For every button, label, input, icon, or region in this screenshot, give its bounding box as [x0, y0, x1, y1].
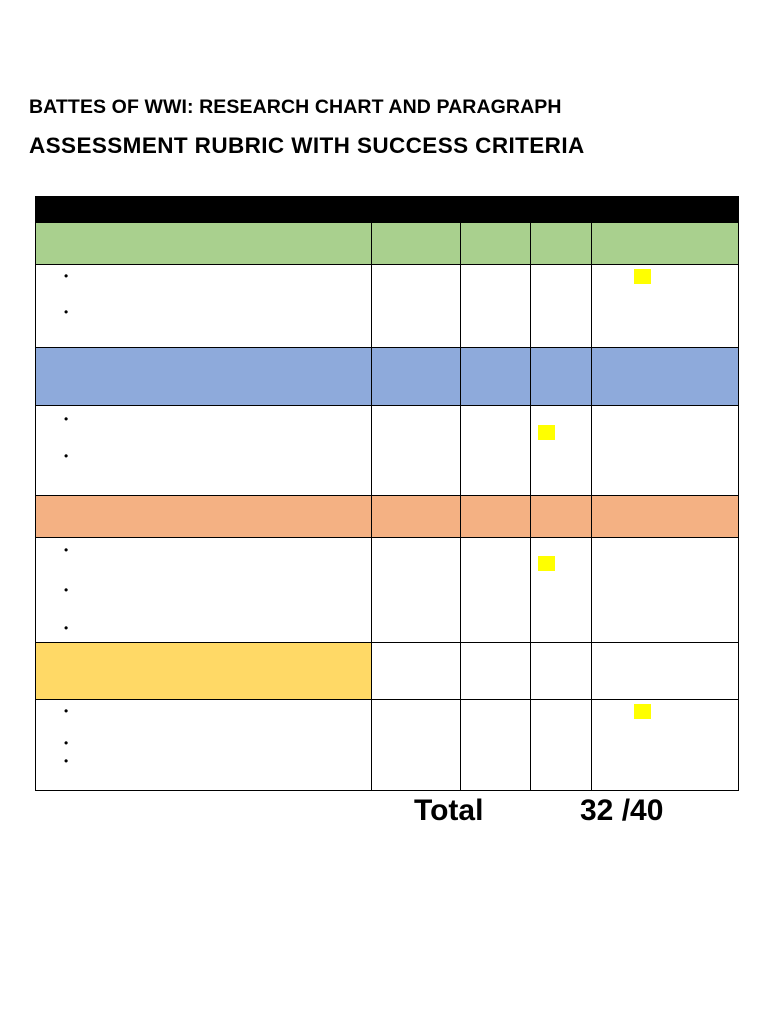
level-heading-cell — [530, 496, 591, 538]
document-subtitle: ASSESSMENT RUBRIC WITH SUCCESS CRITERIA — [29, 133, 585, 158]
level-cell — [460, 265, 530, 348]
section-2-heading-row — [35, 348, 739, 406]
level-heading-cell — [371, 223, 460, 265]
bullet: • — [64, 305, 69, 319]
section-3-criteria-row: • • • — [35, 538, 739, 643]
bullet: • — [64, 449, 69, 463]
level-heading-cell — [460, 348, 530, 406]
level-heading-cell — [371, 496, 460, 538]
level-cell — [591, 406, 739, 496]
level-cell — [371, 406, 460, 496]
bullet: • — [64, 736, 69, 750]
level-heading-cell — [460, 496, 530, 538]
level-heading-cell — [530, 643, 591, 700]
level-cell — [460, 406, 530, 496]
level-cell — [371, 538, 460, 643]
criteria-cell: • • — [35, 265, 371, 348]
highlight-marker — [634, 704, 651, 719]
bullet: • — [64, 269, 69, 283]
total-label: Total — [414, 794, 484, 827]
level-cell — [530, 700, 591, 791]
section-3-heading-row — [35, 496, 739, 538]
level-heading-cell — [591, 643, 739, 700]
level-heading-cell — [371, 643, 460, 700]
level-heading-cell — [460, 223, 530, 265]
level-heading-cell — [591, 496, 739, 538]
level-heading-cell — [591, 223, 739, 265]
highlight-marker — [538, 556, 555, 571]
level-heading-cell — [530, 223, 591, 265]
level-heading-cell — [591, 348, 739, 406]
section-4-criteria-row: • • • — [35, 700, 739, 791]
document-title: BATTES OF WWI: RESEARCH CHART AND PARAGR… — [29, 96, 562, 118]
section-2-criteria-row: • • — [35, 406, 739, 496]
level-cell — [530, 265, 591, 348]
level-heading-cell — [460, 643, 530, 700]
bullet: • — [64, 583, 69, 597]
section-1-criteria-row: • • — [35, 265, 739, 348]
section-1-heading-row — [35, 223, 739, 265]
criteria-cell: • • • — [35, 538, 371, 643]
level-cell — [591, 265, 739, 348]
level-cell — [591, 700, 739, 791]
level-cell — [371, 700, 460, 791]
level-cell — [530, 538, 591, 643]
bullet: • — [64, 754, 69, 768]
level-cell — [371, 265, 460, 348]
level-heading-cell — [371, 348, 460, 406]
level-cell — [591, 538, 739, 643]
bullet: • — [64, 543, 69, 557]
criteria-heading-cell — [35, 643, 371, 700]
rubric-header-bar — [35, 196, 739, 223]
level-cell — [530, 406, 591, 496]
criteria-cell: • • — [35, 406, 371, 496]
level-cell — [460, 538, 530, 643]
criteria-cell: • • • — [35, 700, 371, 791]
highlight-marker — [634, 269, 651, 284]
bullet: • — [64, 412, 69, 426]
total-score: 32 /40 — [580, 794, 664, 827]
level-heading-cell — [530, 348, 591, 406]
bullet: • — [64, 621, 69, 635]
criteria-heading-cell — [35, 223, 371, 265]
criteria-heading-cell — [35, 496, 371, 538]
criteria-heading-cell — [35, 348, 371, 406]
section-4-heading-row — [35, 643, 739, 700]
level-cell — [460, 700, 530, 791]
bullet: • — [64, 704, 69, 718]
highlight-marker — [538, 425, 555, 440]
